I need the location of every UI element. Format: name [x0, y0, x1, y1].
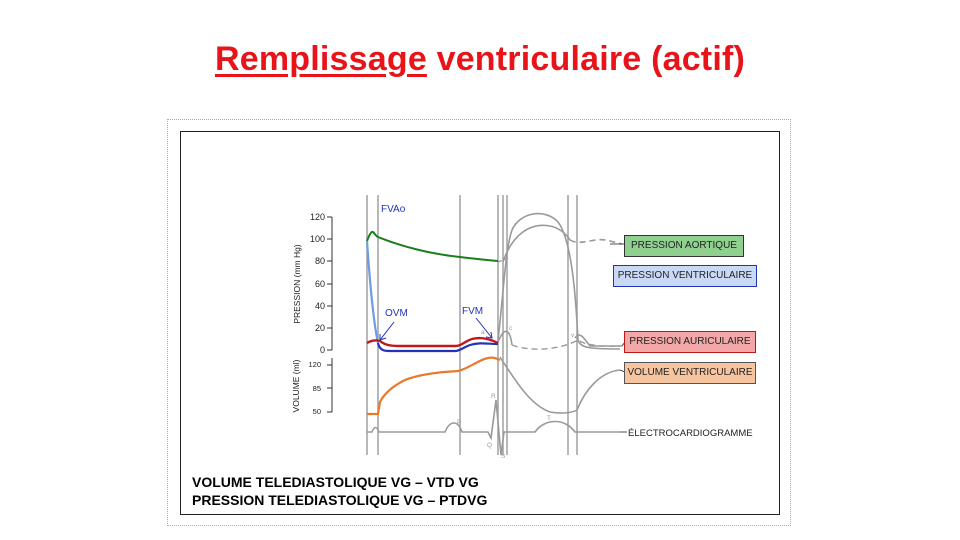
wave-letter-c: c	[509, 325, 513, 332]
ecg-letter-q: Q	[487, 442, 492, 449]
ecg-trace	[367, 399, 620, 456]
outer-frame	[167, 119, 791, 526]
pressure-tick: 60	[315, 279, 325, 289]
pressure-tick: 100	[310, 234, 325, 244]
annotation-fvao: FVAo	[381, 204, 406, 215]
caption-ptd: PRESSION TELEDIASTOLIQUE VG – PTDVG	[192, 492, 488, 508]
pressure-tick: 40	[315, 301, 325, 311]
caption-vtd: VOLUME TELEDIASTOLIQUE VG – VTD VG	[192, 474, 479, 490]
aortic-dashed	[569, 238, 623, 245]
phase-lines	[366, 195, 578, 455]
pressure-axis-label: PRESSION (mm Hg)	[292, 244, 302, 324]
pressure-tick: 0	[320, 345, 325, 355]
volume-tick: 120	[308, 360, 321, 369]
atrial-pressure-curve	[366, 336, 499, 348]
aortic-pressure-curve	[366, 230, 499, 262]
slide-title: Remplissage ventriculaire (actif)	[0, 40, 960, 79]
volume-tick: 50	[313, 407, 321, 416]
pressure-tick: 20	[315, 323, 325, 333]
wave-letter-v: v	[571, 332, 575, 339]
volume-tick: 85	[313, 384, 321, 393]
annotation-arrows	[379, 317, 493, 341]
atrial-dashed	[511, 339, 623, 350]
volume-axis-label: VOLUME (ml)	[291, 359, 301, 412]
title-word-ventriculaire: ventriculaire	[436, 40, 642, 78]
ventricular-pressure-descent	[365, 240, 380, 344]
volume-gray	[499, 356, 621, 414]
volume-tick-labels: 120 85 50	[308, 360, 321, 416]
volume-curve	[367, 356, 501, 416]
pressure-tick-labels: 120 100 80 60 40 20 0	[310, 212, 325, 355]
fvm-arrow	[475, 317, 493, 339]
atrial-c-wave	[497, 330, 513, 346]
ecg-letter-s: S	[501, 453, 506, 460]
aortic-pressure-gray	[502, 224, 571, 263]
legend-ecg: ÉLECTROCARDIOGRAMME	[628, 428, 753, 439]
pressure-tick: 120	[310, 212, 325, 222]
ecg-letter-p: P	[457, 419, 461, 426]
ventricular-pressure-curve	[376, 342, 499, 353]
title-word-remplissage: Remplissage	[214, 40, 427, 78]
ecg-letter-r: R	[491, 393, 496, 400]
wave-letters: a c v P R Q S T	[457, 325, 575, 460]
volume-axis	[327, 358, 333, 413]
pressure-tick: 80	[315, 256, 325, 266]
ovm-arrow	[379, 321, 395, 341]
wave-letter-a: a	[481, 329, 485, 336]
legend-ventricular-volume: VOLUME VENTRICULAIRE	[624, 362, 756, 384]
legend-atrial-pressure: PRESSION AURICULAIRE	[624, 331, 756, 353]
atrial-v-wave	[574, 334, 620, 347]
legend-aortic-pressure: PRESSION AORTIQUE	[624, 235, 744, 257]
title-word-actif: (actif)	[651, 40, 746, 78]
annotation-ovm: OVM	[385, 308, 408, 319]
pressure-axis	[327, 216, 333, 351]
gray-curves	[367, 212, 621, 456]
ecg-letter-t: T	[547, 415, 551, 422]
annotation-fvm: FVM	[462, 306, 483, 317]
ventricular-pressure-gray	[497, 212, 621, 350]
legend-ventricular-pressure: PRESSION VENTRICULAIRE	[613, 265, 757, 287]
